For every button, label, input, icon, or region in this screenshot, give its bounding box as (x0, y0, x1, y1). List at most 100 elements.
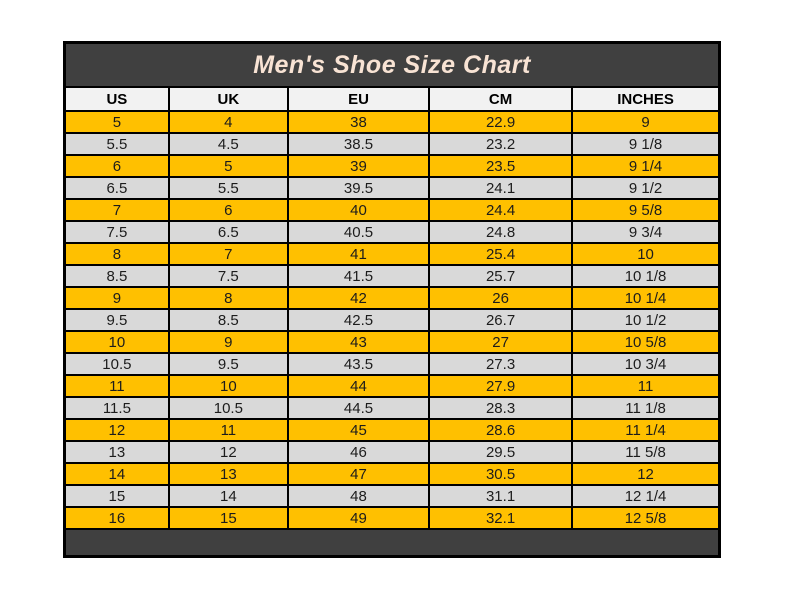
table-cell: 4 (169, 112, 287, 132)
header-row: US UK EU CM INCHES (66, 88, 718, 110)
chart-title: Men's Shoe Size Chart (253, 50, 531, 79)
table-cell: 45 (288, 420, 429, 440)
table-cell: 38.5 (288, 134, 429, 154)
table-row: 8 7 41 25.4 10 (66, 244, 718, 264)
table-cell: 24.1 (430, 178, 572, 198)
table-cell: 8.5 (66, 266, 168, 286)
table-row: 7 6 40 24.4 9 5/8 (66, 200, 718, 220)
table-cell: 10.5 (169, 398, 287, 418)
table-cell: 23.2 (430, 134, 572, 154)
table-cell: 5.5 (169, 178, 287, 198)
table-cell: 9 (169, 332, 287, 352)
table-cell: 10 3/4 (573, 354, 718, 374)
table-row: 7.5 6.5 40.5 24.8 9 3/4 (66, 222, 718, 242)
table-cell: 5 (66, 112, 168, 132)
table-cell: 24.4 (430, 200, 572, 220)
column-header-eu: EU (288, 88, 429, 110)
table-cell: 9 1/8 (573, 134, 718, 154)
table-cell: 41 (288, 244, 429, 264)
table-cell: 14 (66, 464, 168, 484)
table-row: 11.5 10.5 44.5 28.3 11 1/8 (66, 398, 718, 418)
table-row: 16 15 49 32.1 12 5/8 (66, 508, 718, 528)
table-cell: 9 1/4 (573, 156, 718, 176)
column-header-us: US (66, 88, 168, 110)
table-cell: 10 (169, 376, 287, 396)
table-cell: 46 (288, 442, 429, 462)
table-row: 8.5 7.5 41.5 25.7 10 1/8 (66, 266, 718, 286)
table-row: 9.5 8.5 42.5 26.7 10 1/2 (66, 310, 718, 330)
table-cell: 25.7 (430, 266, 572, 286)
table-row: 11 10 44 27.9 11 (66, 376, 718, 396)
table-cell: 42 (288, 288, 429, 308)
table-cell: 11 5/8 (573, 442, 718, 462)
table-body: 5 4 38 22.9 9 5.5 4.5 38.5 23.2 9 1/8 6 5 39 23.5 9 1/… (66, 112, 718, 528)
table-cell: 10 1/8 (573, 266, 718, 286)
table-cell: 8 (66, 244, 168, 264)
table-cell: 42.5 (288, 310, 429, 330)
table-cell: 26 (430, 288, 572, 308)
table-cell: 7.5 (66, 222, 168, 242)
table-cell: 12 1/4 (573, 486, 718, 506)
table-cell: 10 1/2 (573, 310, 718, 330)
table-cell: 22.9 (430, 112, 572, 132)
column-header-uk: UK (169, 88, 287, 110)
table-row: 6.5 5.5 39.5 24.1 9 1/2 (66, 178, 718, 198)
table-cell: 10 (573, 244, 718, 264)
table-cell: 44.5 (288, 398, 429, 418)
table-cell: 7 (169, 244, 287, 264)
table-cell: 11 (573, 376, 718, 396)
table-cell: 8.5 (169, 310, 287, 330)
table-cell: 9 5/8 (573, 200, 718, 220)
table-cell: 9 3/4 (573, 222, 718, 242)
table-cell: 9 1/2 (573, 178, 718, 198)
table-row: 9 8 42 26 10 1/4 (66, 288, 718, 308)
table-cell: 4.5 (169, 134, 287, 154)
table-cell: 30.5 (430, 464, 572, 484)
table-cell: 12 (573, 464, 718, 484)
table-cell: 13 (169, 464, 287, 484)
table-cell: 11 (169, 420, 287, 440)
table-cell: 28.6 (430, 420, 572, 440)
table-cell: 39 (288, 156, 429, 176)
table-cell: 47 (288, 464, 429, 484)
table-cell: 27.9 (430, 376, 572, 396)
table-cell: 5.5 (66, 134, 168, 154)
table-cell: 11 (66, 376, 168, 396)
table-cell: 9 (66, 288, 168, 308)
table-cell: 43.5 (288, 354, 429, 374)
chart-title-bar: Men's Shoe Size Chart (66, 44, 718, 86)
table-cell: 27.3 (430, 354, 572, 374)
table-cell: 29.5 (430, 442, 572, 462)
table-cell: 39.5 (288, 178, 429, 198)
table-row: 14 13 47 30.5 12 (66, 464, 718, 484)
table-cell: 49 (288, 508, 429, 528)
table-cell: 38 (288, 112, 429, 132)
table-row: 10 9 43 27 10 5/8 (66, 332, 718, 352)
table-cell: 6.5 (66, 178, 168, 198)
table-cell: 41.5 (288, 266, 429, 286)
table-cell: 43 (288, 332, 429, 352)
table-cell: 31.1 (430, 486, 572, 506)
table-cell: 32.1 (430, 508, 572, 528)
table-cell: 24.8 (430, 222, 572, 242)
table-cell: 6.5 (169, 222, 287, 242)
table-row: 10.5 9.5 43.5 27.3 10 3/4 (66, 354, 718, 374)
table-cell: 28.3 (430, 398, 572, 418)
table-cell: 15 (66, 486, 168, 506)
table-cell: 27 (430, 332, 572, 352)
table-cell: 23.5 (430, 156, 572, 176)
table-cell: 44 (288, 376, 429, 396)
table-cell: 40 (288, 200, 429, 220)
table-row: 13 12 46 29.5 11 5/8 (66, 442, 718, 462)
footer-bar (66, 530, 718, 555)
table-cell: 7 (66, 200, 168, 220)
table-cell: 9.5 (66, 310, 168, 330)
table-cell: 7.5 (169, 266, 287, 286)
table-cell: 10 1/4 (573, 288, 718, 308)
table-cell: 48 (288, 486, 429, 506)
table-cell: 14 (169, 486, 287, 506)
table-cell: 40.5 (288, 222, 429, 242)
table-cell: 6 (66, 156, 168, 176)
table-row: 5 4 38 22.9 9 (66, 112, 718, 132)
